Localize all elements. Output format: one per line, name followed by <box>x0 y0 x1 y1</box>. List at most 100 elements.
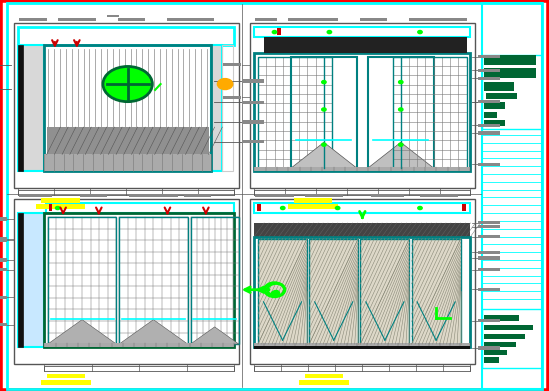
Bar <box>478 131 500 135</box>
Bar <box>478 251 500 254</box>
Bar <box>58 18 96 21</box>
Bar <box>482 55 542 129</box>
Polygon shape <box>191 327 239 344</box>
Bar <box>118 18 145 21</box>
Bar <box>484 112 497 118</box>
Circle shape <box>272 30 277 34</box>
Bar <box>484 82 514 91</box>
Circle shape <box>418 206 422 210</box>
Bar <box>18 190 234 195</box>
Bar <box>412 239 461 344</box>
Circle shape <box>271 291 278 296</box>
Bar <box>80 194 107 197</box>
Bar <box>368 57 434 168</box>
Circle shape <box>399 81 403 84</box>
Circle shape <box>418 30 422 34</box>
Bar <box>478 100 500 103</box>
Bar <box>14 199 239 364</box>
Bar <box>360 239 410 344</box>
Bar <box>119 217 188 344</box>
Bar <box>0 237 7 240</box>
Bar <box>254 343 470 347</box>
Bar <box>14 23 239 188</box>
Bar <box>360 18 387 21</box>
Bar <box>18 213 44 347</box>
Bar <box>254 167 470 171</box>
Bar <box>47 127 209 154</box>
Bar <box>191 217 239 344</box>
Bar <box>0 239 7 242</box>
Circle shape <box>322 81 326 84</box>
Bar <box>18 27 234 45</box>
Bar <box>242 120 264 124</box>
Bar <box>393 57 467 168</box>
Circle shape <box>217 79 233 90</box>
Circle shape <box>399 108 403 111</box>
Bar <box>48 217 116 344</box>
Bar <box>294 198 332 203</box>
Bar <box>309 239 358 344</box>
Bar <box>18 45 44 171</box>
Bar <box>18 45 23 171</box>
Bar <box>254 203 470 213</box>
Polygon shape <box>368 142 434 168</box>
Bar <box>19 194 52 197</box>
Bar <box>242 79 264 83</box>
Bar <box>478 268 500 271</box>
Bar <box>478 221 500 224</box>
Bar <box>368 57 434 168</box>
Bar <box>211 45 222 171</box>
Bar <box>393 57 467 168</box>
Bar <box>223 63 241 66</box>
Bar <box>482 3 542 389</box>
Bar <box>484 102 505 109</box>
Bar <box>484 334 525 339</box>
Bar <box>478 163 500 166</box>
Circle shape <box>273 291 279 295</box>
Bar <box>119 217 188 344</box>
Bar <box>484 55 536 65</box>
Bar <box>291 57 357 168</box>
Bar <box>41 380 91 385</box>
Bar <box>291 57 357 168</box>
Bar <box>478 235 500 238</box>
Bar <box>48 217 116 344</box>
Bar <box>41 198 80 203</box>
Bar <box>36 204 85 209</box>
Bar <box>484 68 536 78</box>
Bar <box>478 100 500 103</box>
Bar <box>409 18 453 21</box>
Bar <box>478 77 500 80</box>
Bar <box>484 342 516 347</box>
Bar <box>47 374 85 378</box>
Bar <box>19 18 47 21</box>
Bar <box>420 194 458 197</box>
Bar <box>305 374 343 378</box>
Bar <box>484 120 505 126</box>
Bar <box>0 258 7 262</box>
Bar <box>0 217 7 221</box>
Bar <box>44 213 234 347</box>
Bar <box>258 239 307 344</box>
Bar <box>305 194 343 197</box>
Bar <box>412 239 461 344</box>
Bar <box>478 124 500 127</box>
Bar <box>360 239 410 344</box>
Bar <box>0 268 7 271</box>
Bar <box>44 154 211 171</box>
Bar <box>478 346 500 350</box>
Bar <box>47 49 209 154</box>
Bar <box>129 194 178 197</box>
Bar <box>242 101 264 104</box>
Bar <box>191 217 239 344</box>
Bar <box>288 18 338 21</box>
Bar <box>258 57 332 168</box>
Circle shape <box>335 206 340 210</box>
Bar <box>309 239 358 344</box>
Bar <box>222 45 233 171</box>
Circle shape <box>281 206 285 210</box>
Bar <box>257 204 261 211</box>
Bar <box>255 18 277 21</box>
Bar <box>478 319 500 322</box>
Bar <box>277 28 281 35</box>
